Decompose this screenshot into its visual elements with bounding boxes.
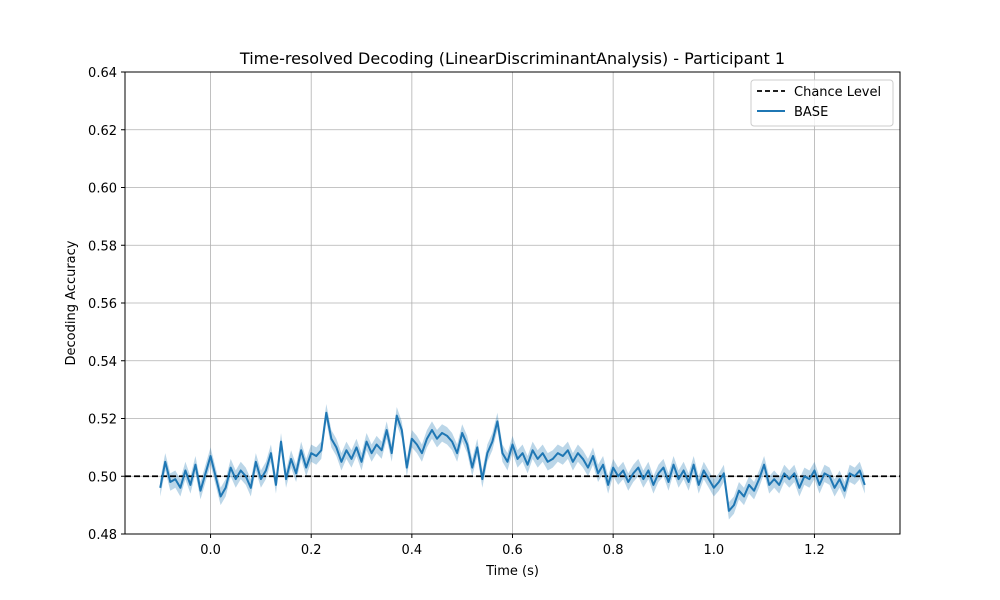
x-axis-label: Time (s) xyxy=(485,564,539,579)
series-line-layer xyxy=(159,411,866,512)
y-axis-ticks: 0.48 0.50 0.52 0.54 0.56 0.58 0.60 0.62 0.64 xyxy=(88,66,125,543)
y-tick-label: 0.62 xyxy=(88,124,117,139)
y-tick-label: 0.58 xyxy=(88,239,117,254)
y-tick-label: 0.50 xyxy=(88,470,117,485)
y-tick-label: 0.56 xyxy=(88,297,117,312)
x-tick-label: 1.0 xyxy=(703,543,724,558)
x-axis-ticks: 0.0 0.2 0.4 0.6 0.8 1.0 1.2 xyxy=(200,534,825,558)
x-tick-label: 0.4 xyxy=(402,543,423,558)
y-tick-label: 0.48 xyxy=(88,528,117,543)
x-tick-label: 0.0 xyxy=(200,543,221,558)
legend-series-label: BASE xyxy=(794,105,828,120)
y-axis-label: Decoding Accuracy xyxy=(64,240,79,365)
x-tick-label: 1.2 xyxy=(804,543,825,558)
legend-chance-label: Chance Level xyxy=(794,85,881,100)
y-tick-label: 0.54 xyxy=(88,355,117,370)
chart-title: Time-resolved Decoding (LinearDiscrimina… xyxy=(239,49,785,68)
y-tick-label: 0.64 xyxy=(88,66,117,81)
legend-frame xyxy=(750,79,894,127)
legend: Chance Level BASE xyxy=(750,79,894,127)
x-tick-label: 0.8 xyxy=(603,543,624,558)
y-tick-label: 0.60 xyxy=(88,182,117,197)
x-tick-label: 0.6 xyxy=(502,543,523,558)
y-tick-label: 0.52 xyxy=(88,413,117,428)
series-line-base xyxy=(159,411,866,512)
x-tick-label: 0.2 xyxy=(301,543,322,558)
